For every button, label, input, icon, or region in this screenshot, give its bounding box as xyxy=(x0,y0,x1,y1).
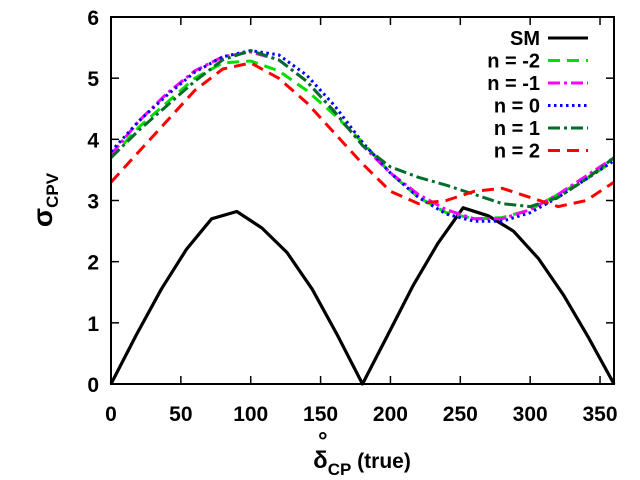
y-axis-label-sub: CPV xyxy=(43,172,62,208)
legend-label: n = -2 xyxy=(487,51,540,73)
series-line-n1-4 xyxy=(109,49,615,209)
legend-label: n = -1 xyxy=(487,73,540,95)
legend-label: SM xyxy=(510,28,540,50)
y-tick-label: 3 xyxy=(87,191,99,214)
y-tick-label: 2 xyxy=(87,252,99,275)
x-tick-label: 200 xyxy=(373,403,408,426)
x-tick-label: 300 xyxy=(513,403,548,426)
x-axis-label: δCP (true) xyxy=(313,447,411,479)
y-tick-label: 4 xyxy=(87,129,99,152)
y-axis-label-main: σ xyxy=(27,208,58,227)
x-tick-label: 0 xyxy=(105,403,117,426)
x-tick-label: 150 xyxy=(303,403,338,426)
y-tick-label: 0 xyxy=(87,374,99,397)
y-axis-label: σCPV xyxy=(27,172,62,227)
series-line-n2-5 xyxy=(109,61,615,209)
y-tick-label: 5 xyxy=(87,68,99,91)
x-axis-label-suffix: (true) xyxy=(351,450,411,473)
x-axis-label-sup: ° xyxy=(318,428,328,455)
x-tick-label: 350 xyxy=(583,403,618,426)
legend-label: n = 0 xyxy=(494,96,540,118)
series-line-n-2-1 xyxy=(109,59,615,221)
series-line-sm-0 xyxy=(109,206,616,386)
x-axis-label-sub: CP xyxy=(328,460,352,479)
x-tick-label: 250 xyxy=(443,403,478,426)
x-tick-label: 100 xyxy=(233,403,268,426)
axis-ticks: 0 50 100 150 200 250 300 350 0 1 2 3 4 5 6 xyxy=(87,7,617,426)
x-axis-label-main: δ xyxy=(313,447,328,474)
legend-label: n = 1 xyxy=(494,118,540,140)
legend: SMn = -2n = -1n = 0n = 1n = 2 xyxy=(487,28,588,163)
series-line-n0-3 xyxy=(109,49,615,223)
y-tick-label: 6 xyxy=(87,7,99,30)
legend-label: n = 2 xyxy=(494,141,540,163)
x-tick-label: 50 xyxy=(169,403,192,426)
y-tick-label: 1 xyxy=(87,313,99,336)
